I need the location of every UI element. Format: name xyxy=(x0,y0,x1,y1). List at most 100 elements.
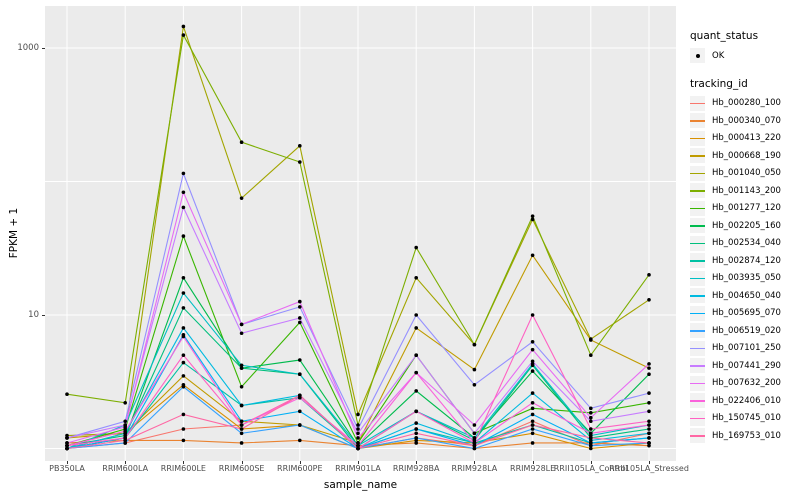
data-point xyxy=(414,436,419,440)
x-tick-label: RRIM901LA xyxy=(335,464,381,473)
x-tick-label: RRIM928LE xyxy=(510,464,556,473)
data-point xyxy=(472,446,477,451)
data-point xyxy=(589,419,593,424)
legend-entry: Hb_006519_020 xyxy=(690,322,798,340)
data-point xyxy=(414,389,419,393)
data-point xyxy=(181,374,186,378)
x-tick-mark xyxy=(358,461,359,464)
data-point xyxy=(239,366,244,370)
data-point xyxy=(356,423,360,427)
data-point xyxy=(356,443,360,448)
data-point xyxy=(181,438,186,443)
data-point xyxy=(356,431,360,436)
x-axis-title: sample_name xyxy=(323,479,398,491)
legend-entry: Hb_003935_050 xyxy=(690,270,798,288)
data-point xyxy=(356,427,360,431)
data-point xyxy=(356,446,360,451)
line-key-icon xyxy=(690,200,705,216)
x-tick-mark xyxy=(125,461,127,464)
legend-label: Hb_022406_010 xyxy=(712,395,781,406)
data-point xyxy=(239,384,244,389)
legend-entry: Hb_022406_010 xyxy=(690,392,798,410)
data-point xyxy=(181,275,186,280)
data-point xyxy=(530,313,535,317)
data-point xyxy=(414,370,419,375)
data-point xyxy=(181,306,186,310)
data-point xyxy=(123,429,127,433)
legend-entry: Hb_000668_190 xyxy=(690,147,798,165)
line-key-icon xyxy=(690,410,705,426)
data-point xyxy=(298,409,302,414)
data-point xyxy=(414,421,419,425)
legend-title-tracking-id: tracking_id xyxy=(690,77,748,90)
data-point xyxy=(647,391,651,395)
data-point xyxy=(65,443,69,448)
data-point xyxy=(589,427,593,431)
data-point xyxy=(472,441,477,445)
data-point xyxy=(414,313,419,317)
x-tick-label: RRIM600SE xyxy=(218,464,265,473)
x-tick-mark xyxy=(67,461,68,464)
x-tick-label: RRIM600LE xyxy=(160,464,206,473)
data-point xyxy=(181,190,186,195)
data-point xyxy=(65,436,69,440)
data-point xyxy=(647,441,651,445)
x-tick-mark xyxy=(474,461,476,464)
legend-entry: Hb_004650_040 xyxy=(690,287,798,305)
x-tick-label: RRIM928LA xyxy=(451,464,498,473)
data-point xyxy=(239,441,244,445)
data-point xyxy=(239,423,244,427)
legend-label: Hb_001040_050 xyxy=(712,168,781,179)
series-color-line xyxy=(690,137,705,140)
x-tick-label: RRII105LA_Control xyxy=(553,464,628,473)
data-point xyxy=(181,24,186,29)
line-key-icon xyxy=(690,183,705,199)
data-point xyxy=(239,322,244,327)
legend-label: Hb_006519_020 xyxy=(712,325,781,336)
x-tick-label: RRIM600LA xyxy=(102,464,149,473)
legend-entry-quant-ok: OK xyxy=(690,47,798,65)
x-tick-mark xyxy=(183,461,185,464)
legend-entry: Hb_001277_120 xyxy=(690,200,798,218)
y-tick-label: 1000 xyxy=(17,43,39,53)
legend-entry: Hb_000413_220 xyxy=(690,130,798,148)
data-point xyxy=(239,196,244,200)
data-point xyxy=(530,441,535,445)
data-point xyxy=(472,383,477,387)
data-point xyxy=(239,427,244,431)
legend: quant_status OK tracking_id Hb_000280_10… xyxy=(690,30,798,445)
legend-label: Hb_000340_070 xyxy=(712,115,781,126)
legend-entry: Hb_002534_040 xyxy=(690,235,798,253)
data-point xyxy=(123,419,127,424)
data-point xyxy=(530,423,535,427)
data-point xyxy=(472,443,477,448)
data-point xyxy=(647,400,651,405)
data-point xyxy=(647,297,651,302)
data-point xyxy=(530,412,535,417)
data-point xyxy=(298,316,302,320)
line-key-icon xyxy=(690,95,705,111)
legend-entry: Hb_000280_100 xyxy=(690,95,798,113)
data-point xyxy=(530,431,535,436)
line-key-icon xyxy=(690,148,705,164)
data-point xyxy=(414,431,419,436)
data-point xyxy=(65,392,69,397)
plot-area-svg xyxy=(45,6,676,461)
series-color-line xyxy=(690,102,705,105)
series-color-line xyxy=(690,295,705,297)
legend-label: OK xyxy=(712,50,725,61)
data-point xyxy=(239,403,244,408)
series-color-line xyxy=(690,172,705,175)
data-point xyxy=(647,427,651,431)
series-color-line xyxy=(690,190,705,192)
data-point xyxy=(530,427,535,431)
data-point xyxy=(414,409,419,414)
data-point xyxy=(589,443,593,448)
data-point xyxy=(647,372,651,377)
legend-label: Hb_002534_040 xyxy=(712,238,781,249)
line-key-icon xyxy=(690,165,705,181)
x-tick-mark xyxy=(590,461,592,464)
data-point xyxy=(589,406,593,411)
data-point xyxy=(414,326,419,330)
data-point xyxy=(123,436,127,440)
